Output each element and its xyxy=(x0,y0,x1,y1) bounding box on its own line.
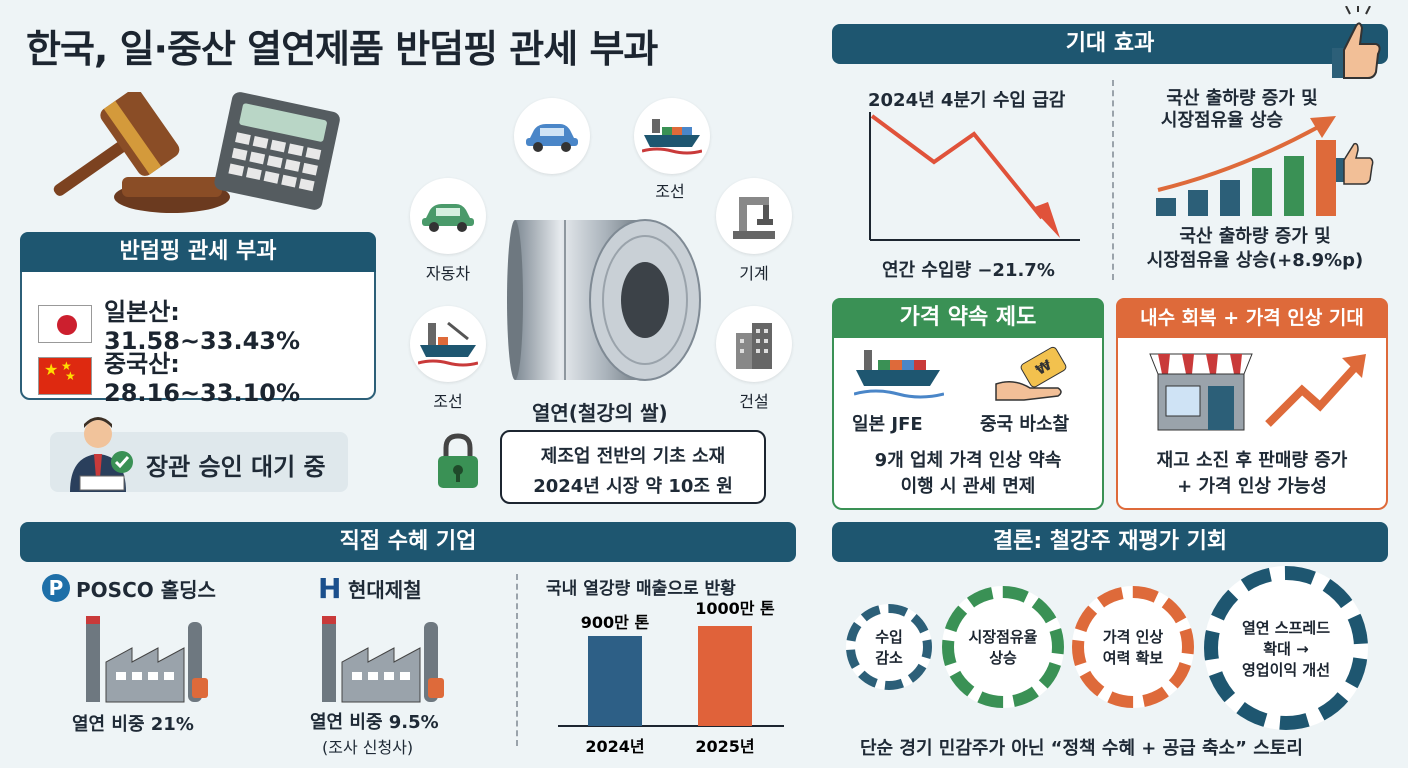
duty-card: 반덤핑 관세 부과 일본산: 31.58~33.43% ★ ★ ★ 중국산: 2… xyxy=(20,232,376,407)
price-promise-header: 가격 약속 제도 xyxy=(832,298,1104,338)
use-label-construction: 건설 xyxy=(739,392,769,411)
store-icon xyxy=(1149,353,1253,431)
official-person-icon xyxy=(70,417,126,492)
tick-label-2024년: 2024년 xyxy=(585,737,644,756)
use-label-automotive: 자동차 xyxy=(425,264,471,283)
price-tag-hand-icon: ₩ xyxy=(995,346,1067,401)
lock-icon xyxy=(438,433,478,488)
car-circle xyxy=(514,98,590,174)
posco-share: 열연 비중 21% xyxy=(72,714,194,735)
info-line2: 2024년 시장 약 10조 원 xyxy=(533,476,733,497)
effects-header: 기대 효과 xyxy=(832,24,1388,64)
promise-line2: 이행 시 관세 면제 xyxy=(900,476,1036,497)
gear-spread-profit: 열연 스프레드 확대 → 영업이익 개선 xyxy=(1204,566,1368,730)
car-circle-2 xyxy=(410,178,486,254)
chart-title: 국내 열강량 매출으로 반황 xyxy=(546,579,736,599)
posco-logo-icon: P xyxy=(42,574,70,602)
share-title-2: 시장점유율 상승 xyxy=(1160,110,1284,131)
building-circle xyxy=(716,306,792,382)
market-info-box: 제조업 전반의 기초 소재 2024년 시장 약 10조 원 xyxy=(500,430,766,504)
beneficiaries-header: 직접 수혜 기업 xyxy=(20,522,796,562)
steel-coil-icon xyxy=(507,219,701,381)
rising-arrow-icon xyxy=(1265,354,1366,427)
machine-circle xyxy=(716,178,792,254)
china-flag-icon: ★ ★ ★ xyxy=(38,356,93,395)
recovery-line1: 재고 소진 후 판매량 증가 xyxy=(1156,450,1348,471)
hyundai-note: (조사 신청사) xyxy=(322,738,414,757)
posco-name: POSCO 홀딩스 xyxy=(76,578,216,602)
ship-icon xyxy=(642,119,702,155)
page-title: 한국, 일·중산 열연제품 반덤핑 관세 부과 xyxy=(26,27,658,71)
thumbs-up-icon xyxy=(1332,6,1381,79)
approval-text: 장관 승인 대기 중 xyxy=(146,453,326,481)
share-caption-1: 국산 출하량 증가 및 xyxy=(1179,226,1331,247)
ship-circle-bottom xyxy=(410,306,486,382)
japan-rate: 일본산: 31.58~33.43% xyxy=(104,298,301,355)
hyundai-logo-icon: H xyxy=(318,572,342,605)
gear-import-decrease: 수입 감소 xyxy=(846,604,932,690)
check-icon xyxy=(111,451,133,473)
import-drop-title: 2024년 4분기 수입 급감 xyxy=(868,90,1066,111)
ship-circle-top xyxy=(634,98,710,174)
use-label-shipbuilding-bottom: 조선 xyxy=(433,392,463,411)
bar-2025년 xyxy=(698,626,752,726)
use-label-shipbuilding-top: 조선 xyxy=(655,182,685,201)
recovery-line2: + 가격 인상 가능성 xyxy=(1177,476,1327,497)
machine-icon xyxy=(733,197,775,239)
car-icon xyxy=(422,204,474,232)
china-rate: 중국산: 28.16~33.10% xyxy=(104,350,301,407)
production-bar-chart: 900만 톤 2024년 1000만 톤 2025년 xyxy=(558,600,784,756)
hyundai-share: 열연 비중 9.5% xyxy=(310,712,439,733)
share-rise-chart xyxy=(1156,116,1374,216)
import-decline-chart xyxy=(869,112,1080,241)
data-label-2024년: 900만 톤 xyxy=(581,613,650,632)
share-caption-2: 시장점유율 상승(+8.9%p) xyxy=(1146,250,1364,271)
factory-icon-hyundai xyxy=(322,616,444,703)
price-promise-card: 가격 약속 제도 ₩ 일본 JFE 중국 바소찰 9개 업체 가격 인상 약속 … xyxy=(832,298,1104,510)
effects-divider xyxy=(1112,80,1114,280)
gear1-text: 수입 감소 xyxy=(875,628,903,667)
car-icon xyxy=(526,124,578,152)
conclusion-header: 결론: 철강주 재평가 기회 xyxy=(832,522,1388,562)
use-label-machinery: 기계 xyxy=(739,264,769,283)
factory-icon-posco xyxy=(86,616,208,703)
gavel-calculator-illustration xyxy=(53,92,340,213)
info-line1: 제조업 전반의 기초 소재 xyxy=(540,446,726,467)
japan-row: 일본산: 31.58~33.43% xyxy=(38,292,374,355)
cargo-ship-icon xyxy=(854,350,944,399)
gear-share-increase: 시장점유율 상승 xyxy=(942,586,1064,708)
japan-flag-icon xyxy=(38,304,93,343)
hyundai-name: 현대제철 xyxy=(348,578,422,602)
recovery-header: 내수 회복 + 가격 인상 기대 xyxy=(1116,298,1388,338)
gear3-text: 가격 인상 여력 확보 xyxy=(1102,628,1164,667)
tick-label-2025년: 2025년 xyxy=(695,737,754,756)
ship-icon xyxy=(418,321,478,367)
coil-label: 열연(철강의 쌀) xyxy=(532,401,668,425)
duty-header: 반덤핑 관세 부과 xyxy=(20,232,376,272)
building-icon xyxy=(736,323,772,369)
jfe-label: 일본 JFE xyxy=(852,414,923,435)
gear4-text: 열연 스프레드 확대 → 영업이익 개선 xyxy=(1241,618,1331,679)
promise-line1: 9개 업체 가격 인상 약속 xyxy=(874,450,1062,471)
gear2-text: 시장점유율 상승 xyxy=(968,628,1038,667)
import-drop-caption: 연간 수입량 −21.7% xyxy=(882,260,1055,281)
bar-2024년 xyxy=(588,636,642,726)
china-row: ★ ★ ★ 중국산: 28.16~33.10% xyxy=(38,344,374,407)
share-title-1: 국산 출하량 증가 및 xyxy=(1166,88,1318,109)
baosteel-label: 중국 바소찰 xyxy=(980,414,1070,435)
gear-price-power: 가격 인상 여력 확보 xyxy=(1072,586,1194,708)
beneficiaries-divider xyxy=(516,574,518,746)
recovery-card: 내수 회복 + 가격 인상 기대 재고 소진 후 판매량 증가 + 가격 인상 … xyxy=(1116,298,1388,510)
data-label-2025년: 1000만 톤 xyxy=(695,600,775,618)
conclusion-footer: 단순 경기 민감주가 아닌 “정책 수혜 + 공급 축소” 스토리 xyxy=(860,738,1303,759)
